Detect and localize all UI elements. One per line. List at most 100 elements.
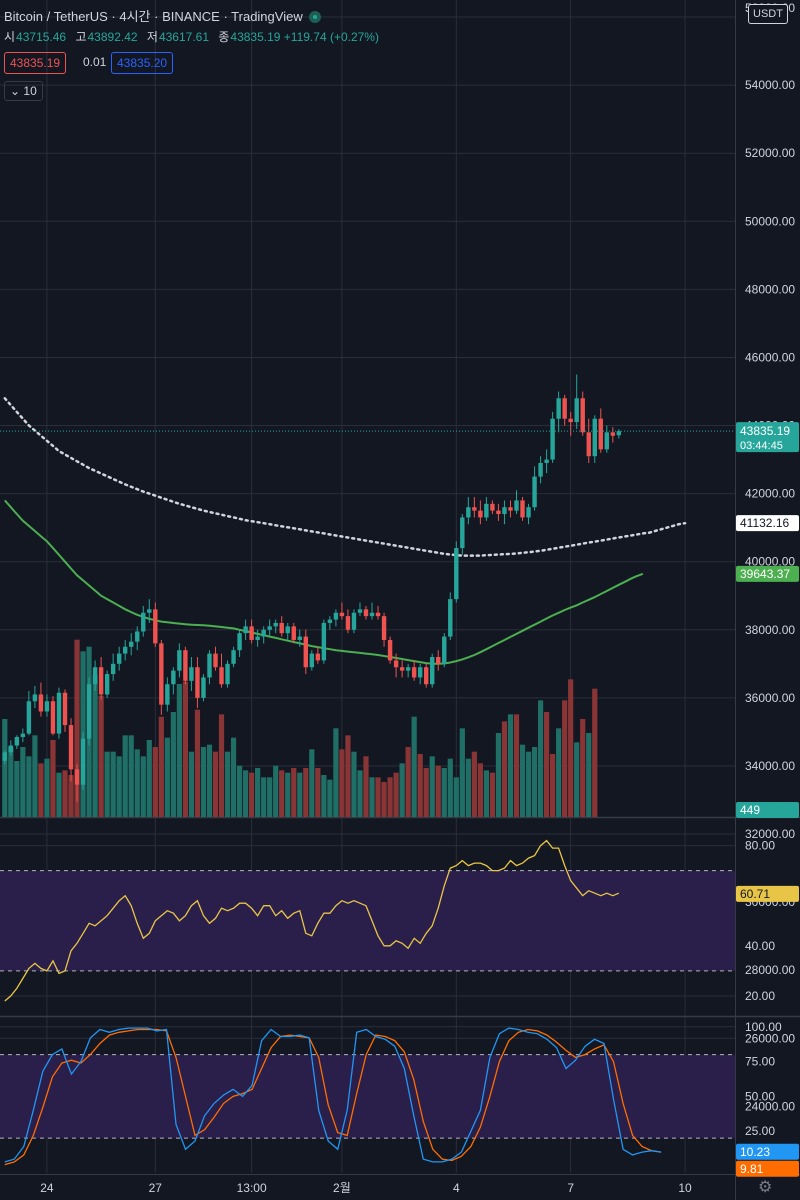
- candle: [315, 646, 321, 664]
- price-tick-label: 48000.00: [745, 282, 795, 296]
- volume-bar: [519, 744, 526, 817]
- candle: [195, 657, 200, 709]
- volume-bar: [152, 747, 158, 817]
- volume-bar: [74, 639, 80, 817]
- candle: [189, 657, 194, 692]
- volume-bar: [140, 756, 146, 817]
- volume-bar: [230, 737, 237, 817]
- candle-body: [496, 510, 501, 515]
- volume-bar: [188, 751, 195, 817]
- candles: [2, 374, 622, 802]
- buy-button[interactable]: 43835.20: [111, 52, 174, 74]
- volume-bar: [212, 751, 219, 817]
- volume-bar: [417, 754, 423, 817]
- volume-bar: [236, 765, 243, 817]
- candle-body: [98, 667, 104, 695]
- candle-body: [86, 684, 92, 739]
- candle: [86, 677, 92, 746]
- volume-bar: [441, 768, 447, 817]
- stoch-band: [0, 1054, 735, 1139]
- volume-bar: [243, 770, 249, 817]
- currency-button[interactable]: USDT: [748, 4, 788, 24]
- candle-body: [610, 432, 616, 436]
- time-tick-label: 13:00: [237, 1181, 267, 1195]
- volume-bar: [387, 777, 393, 817]
- candle-body: [550, 418, 555, 460]
- volume-bar: [339, 749, 345, 817]
- candle: [14, 735, 20, 749]
- candle: [580, 391, 585, 436]
- candle: [424, 663, 429, 688]
- candle-body: [26, 701, 32, 734]
- close-key: 종: [218, 30, 230, 44]
- candle-body: [478, 510, 483, 518]
- candle: [56, 687, 62, 739]
- sell-button[interactable]: 43835.19: [4, 52, 67, 74]
- open-key: 시: [4, 30, 16, 44]
- candle: [261, 626, 266, 644]
- volume-bar: [507, 714, 514, 817]
- stoch-tick-label: 50.00: [745, 1089, 775, 1103]
- volume-bar: [544, 712, 550, 817]
- stoch-d-line: [4, 1028, 662, 1166]
- candle-body: [291, 626, 296, 640]
- candle: [20, 728, 26, 743]
- volume-bar: [537, 700, 544, 817]
- candle: [417, 663, 423, 685]
- ma-white-value-label: 41132.16: [740, 516, 789, 530]
- candle: [484, 497, 489, 521]
- volume-bar: [357, 770, 363, 817]
- volume-bar: [176, 684, 182, 817]
- candle: [98, 657, 104, 700]
- candle: [50, 696, 56, 736]
- volume-value-label-bg: [736, 802, 799, 818]
- candle: [430, 653, 435, 688]
- volume-bar: [568, 679, 574, 817]
- volume-bar: [531, 747, 538, 817]
- candle: [442, 633, 447, 668]
- gear-icon[interactable]: ⚙: [758, 1179, 773, 1196]
- ma-white-line: [3, 397, 687, 557]
- volume-bar: [116, 756, 122, 817]
- candle: [104, 670, 110, 698]
- candle-body: [147, 609, 152, 613]
- volume-bar: [2, 719, 8, 817]
- volume-bar: [411, 716, 417, 817]
- candle-body: [580, 398, 585, 433]
- volume-bar: [495, 733, 502, 817]
- volume-bar: [393, 772, 399, 817]
- candle-body: [141, 612, 146, 632]
- candle: [375, 605, 381, 620]
- candle-body: [393, 660, 399, 668]
- volume-bar: [285, 772, 291, 817]
- candle: [165, 677, 170, 712]
- candle-body: [586, 432, 591, 457]
- candle-body: [171, 670, 176, 685]
- candle: [556, 391, 561, 433]
- candle-body: [405, 667, 411, 671]
- volume-bar: [164, 737, 170, 817]
- volume-bar: [194, 709, 201, 817]
- candle-body: [484, 503, 489, 518]
- candle-body: [74, 769, 80, 785]
- volume-bar: [32, 735, 38, 817]
- high-key: 고: [75, 30, 87, 44]
- candle: [68, 718, 74, 782]
- candle: [225, 660, 230, 688]
- time-tick-label: 10: [678, 1181, 692, 1195]
- price-tick-label: 24000.00: [745, 1099, 795, 1113]
- volume-bars: [2, 639, 598, 817]
- volume-bar: [303, 768, 309, 817]
- candle: [291, 622, 296, 644]
- price-tick-label: 32000.00: [745, 827, 795, 841]
- indicator-toggle[interactable]: ⌄ 10: [4, 81, 43, 101]
- candle-body: [261, 629, 266, 637]
- candle-body: [177, 650, 182, 671]
- ma-green-value-label: 39643.37: [740, 567, 790, 581]
- candle: [243, 619, 248, 640]
- open-value: 43715.46: [16, 30, 67, 44]
- candle: [472, 497, 477, 518]
- stoch-tick-label: 25.00: [745, 1124, 775, 1138]
- candle-body: [80, 738, 86, 785]
